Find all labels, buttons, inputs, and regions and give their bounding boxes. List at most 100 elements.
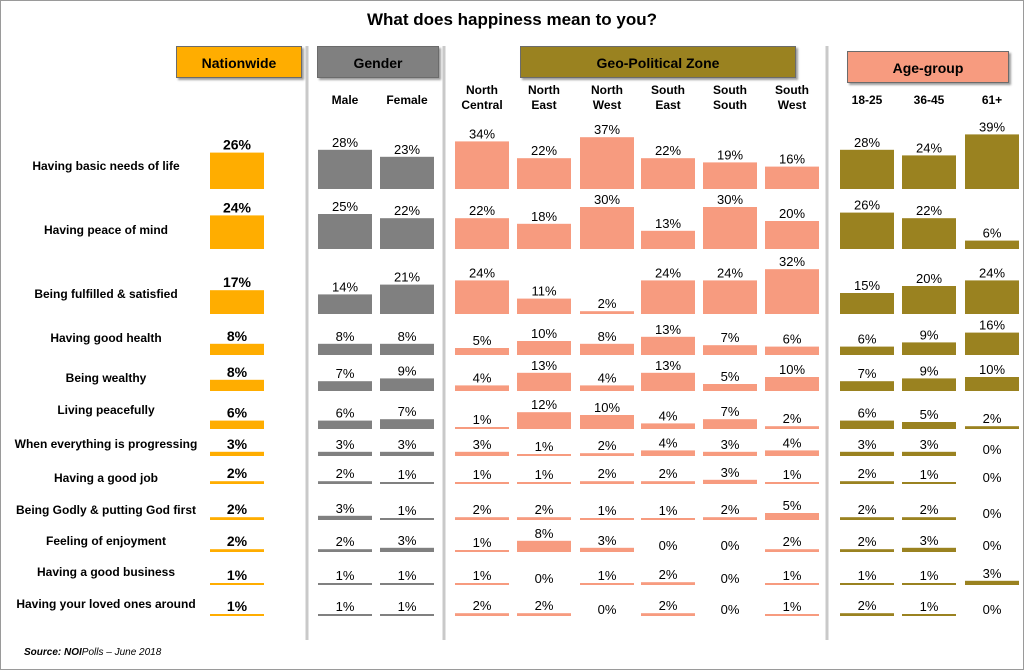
- data-label-south-west-being-godly-putting-god-first: 5%: [783, 498, 802, 513]
- data-label-south-south-having-your-loved-ones-around: 0%: [721, 602, 740, 617]
- data-label-north-east-having-basic-needs-of-life: 22%: [531, 143, 557, 158]
- data-label-female-having-basic-needs-of-life: 23%: [394, 142, 420, 157]
- series-header-north-central-line-2: Central: [461, 98, 502, 112]
- bar-south-east-having-your-loved-ones-around: [641, 613, 695, 616]
- bar-south-east-living-peacefully: [641, 423, 695, 429]
- bar-18-25-being-wealthy: [840, 381, 894, 391]
- series-header-61: 61+: [982, 93, 1002, 107]
- data-label-36-45-having-your-loved-ones-around: 1%: [920, 599, 939, 614]
- group-header-gender: Gender: [317, 46, 439, 78]
- bar-south-south-having-a-good-job: [703, 479, 757, 484]
- data-label-61-being-wealthy: 10%: [979, 362, 1005, 377]
- data-label-north-central-being-wealthy: 4%: [473, 370, 492, 385]
- data-label-61-having-a-good-job: 0%: [983, 470, 1002, 485]
- data-label-female-having-a-good-business: 1%: [398, 568, 417, 583]
- data-label-male-having-good-health: 8%: [336, 329, 355, 344]
- data-label-south-west-having-peace-of-mind: 20%: [779, 206, 805, 221]
- data-label-36-45-having-a-good-job: 1%: [920, 467, 939, 482]
- data-label-south-south-having-a-good-job: 3%: [721, 465, 740, 480]
- bar-south-west-being-wealthy: [765, 377, 819, 391]
- data-label-north-central-having-good-health: 5%: [473, 333, 492, 348]
- bar-north-west-feeling-of-enjoyment: [580, 547, 634, 552]
- data-label-south-east-having-basic-needs-of-life: 22%: [655, 143, 681, 158]
- bar-nationwide-living-peacefully: [210, 420, 264, 429]
- data-label-36-45-being-wealthy: 9%: [920, 363, 939, 378]
- bar-north-central-having-basic-needs-of-life: [455, 141, 509, 189]
- data-label-36-45-having-good-health: 9%: [920, 327, 939, 342]
- source-brand: NOI: [64, 647, 82, 658]
- data-label-south-east-being-fulfilled-satisfied: 24%: [655, 265, 681, 280]
- bar-south-west-having-a-good-job: [765, 482, 819, 484]
- bar-south-east-being-godly-putting-god-first: [641, 518, 695, 520]
- category-label-having-basic-needs-of-life: Having basic needs of life: [32, 159, 180, 173]
- data-label-south-west-having-a-good-job: 1%: [783, 467, 802, 482]
- data-label-18-25-being-wealthy: 7%: [858, 366, 877, 381]
- bar-south-west-living-peacefully: [765, 426, 819, 429]
- bar-north-central-when-everything-is-progressing: [455, 451, 509, 456]
- bar-south-south-being-fulfilled-satisfied: [703, 280, 757, 314]
- bar-north-west-being-godly-putting-god-first: [580, 518, 634, 520]
- data-label-north-west-being-fulfilled-satisfied: 2%: [598, 296, 617, 311]
- data-label-south-east-having-peace-of-mind: 13%: [655, 216, 681, 231]
- bar-male-having-basic-needs-of-life: [318, 149, 372, 189]
- data-label-male-having-your-loved-ones-around: 1%: [336, 599, 355, 614]
- bar-south-south-being-godly-putting-god-first: [703, 517, 757, 520]
- data-label-south-south-when-everything-is-progressing: 3%: [721, 437, 740, 452]
- data-label-south-east-having-a-good-job: 2%: [659, 466, 678, 481]
- bar-north-west-having-a-good-job: [580, 481, 634, 484]
- data-label-south-south-being-wealthy: 5%: [721, 369, 740, 384]
- bar-18-25-having-a-good-job: [840, 481, 894, 484]
- data-label-61-having-a-good-business: 3%: [983, 566, 1002, 581]
- bar-18-25-when-everything-is-progressing: [840, 451, 894, 456]
- bar-male-having-your-loved-ones-around: [318, 614, 372, 616]
- bar-18-25-having-peace-of-mind: [840, 212, 894, 249]
- series-header-north-west-line-1: North: [591, 83, 623, 97]
- series-header-north-west-line-2: West: [593, 98, 621, 112]
- data-label-nationwide-being-wealthy: 8%: [227, 364, 248, 380]
- data-label-36-45-feeling-of-enjoyment: 3%: [920, 533, 939, 548]
- bar-south-west-having-your-loved-ones-around: [765, 614, 819, 616]
- bar-nationwide-having-good-health: [210, 343, 264, 355]
- bar-nationwide-having-a-good-job: [210, 481, 264, 484]
- data-label-north-west-having-good-health: 8%: [598, 329, 617, 344]
- data-label-south-west-being-wealthy: 10%: [779, 362, 805, 377]
- series-header-south-south-line-1: South: [713, 83, 747, 97]
- bar-north-central-having-good-health: [455, 348, 509, 355]
- data-label-36-45-being-godly-putting-god-first: 2%: [920, 502, 939, 517]
- series-header-north-east-line-1: North: [528, 83, 560, 97]
- group-header-nationwide: Nationwide: [176, 46, 302, 78]
- data-label-female-when-everything-is-progressing: 3%: [398, 437, 417, 452]
- data-label-north-west-having-a-good-job: 2%: [598, 466, 617, 481]
- bar-nationwide-having-peace-of-mind: [210, 215, 264, 249]
- bar-18-25-having-a-good-business: [840, 583, 894, 585]
- bar-female-having-good-health: [380, 343, 434, 355]
- bar-north-east-having-peace-of-mind: [517, 223, 571, 249]
- data-label-north-west-feeling-of-enjoyment: 3%: [598, 533, 617, 548]
- data-label-south-east-being-wealthy: 13%: [655, 358, 681, 373]
- bar-36-45-being-fulfilled-satisfied: [902, 286, 956, 314]
- category-label-being-godly-putting-god-first: Being Godly & putting God first: [16, 503, 196, 517]
- data-label-south-south-living-peacefully: 7%: [721, 404, 740, 419]
- bar-north-east-being-wealthy: [517, 372, 571, 391]
- bar-south-west-being-godly-putting-god-first: [765, 513, 819, 520]
- bar-61-having-good-health: [965, 332, 1019, 355]
- data-label-south-east-living-peacefully: 4%: [659, 408, 678, 423]
- bar-61-living-peacefully: [965, 426, 1019, 429]
- bar-male-living-peacefully: [318, 420, 372, 429]
- bar-north-east-living-peacefully: [517, 412, 571, 429]
- data-label-north-west-having-basic-needs-of-life: 37%: [594, 122, 620, 137]
- bar-south-south-having-basic-needs-of-life: [703, 162, 757, 189]
- data-label-south-south-having-peace-of-mind: 30%: [717, 192, 743, 207]
- bar-south-east-having-peace-of-mind: [641, 230, 695, 249]
- data-label-south-east-when-everything-is-progressing: 4%: [659, 435, 678, 450]
- data-label-18-25-having-a-good-job: 2%: [858, 466, 877, 481]
- bar-nationwide-being-fulfilled-satisfied: [210, 290, 264, 314]
- bar-north-east-being-fulfilled-satisfied: [517, 298, 571, 314]
- data-label-north-west-being-godly-putting-god-first: 1%: [598, 503, 617, 518]
- bar-36-45-having-peace-of-mind: [902, 218, 956, 249]
- data-label-female-having-peace-of-mind: 22%: [394, 203, 420, 218]
- bar-36-45-when-everything-is-progressing: [902, 451, 956, 456]
- data-label-north-east-living-peacefully: 12%: [531, 397, 557, 412]
- data-label-male-feeling-of-enjoyment: 2%: [336, 534, 355, 549]
